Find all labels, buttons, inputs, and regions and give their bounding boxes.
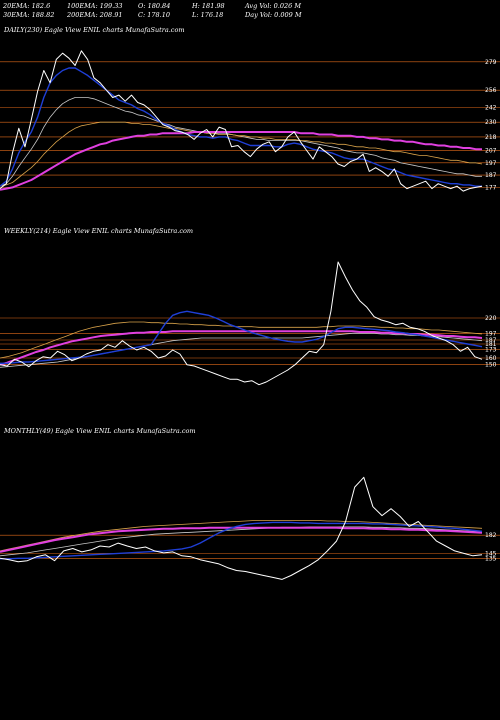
- open-value: O: 180.84: [138, 2, 171, 10]
- weekly-y-tick-label: 160: [485, 355, 497, 362]
- daily-y-tick-label: 187: [485, 172, 497, 179]
- weekly-y-tick-label: 220: [485, 315, 497, 322]
- daily-ema-200-line: [0, 131, 482, 191]
- daily-price-line: [0, 50, 483, 192]
- daily-y-tick-label: 256: [485, 87, 497, 94]
- weekly-ema-short-line: [0, 310, 483, 365]
- daily-y-tick-label: 207: [485, 147, 497, 154]
- weekly-y-tick-label: 150: [485, 362, 497, 369]
- weekly-ema-long-line: [0, 321, 483, 359]
- weekly-y-tick-label: 173: [485, 346, 497, 353]
- low-value: L: 176.18: [192, 11, 224, 19]
- weekly-chart-title: WEEKLY(214) Eagle View ENIL charts Munaf…: [4, 227, 194, 235]
- monthly-y-tick-label: 135: [485, 555, 497, 562]
- monthly-y-tick-label: 182: [485, 532, 497, 539]
- monthly-ema-short-line: [0, 521, 483, 560]
- ema20-value: 20EMA: 182.6: [3, 2, 51, 10]
- daily-y-tick-label: 279: [485, 59, 497, 66]
- weekly-ema-mid-line: [0, 332, 483, 368]
- monthly-ema-mid-line: [0, 526, 483, 557]
- daily-y-tick-label: 197: [485, 160, 497, 167]
- ema200-value: 200EMA: 208.91: [67, 11, 123, 19]
- weekly-y-tick-label: 197: [485, 330, 497, 337]
- monthly-y-tick-label: 145: [485, 550, 497, 557]
- monthly-price-line: [0, 476, 483, 580]
- weekly-y-tick-label: 181: [485, 341, 497, 348]
- monthly-ema-long-line: [0, 520, 483, 552]
- daily-chart-title: DAILY(230) Eagle View ENIL charts Munafa…: [4, 26, 185, 34]
- daily-y-tick-label: 230: [485, 119, 497, 126]
- daily-ema-short-line: [0, 67, 482, 187]
- weekly-y-tick-label: 187: [485, 337, 497, 344]
- day-vol-value: Day Vol: 0.009 M: [245, 11, 302, 19]
- daily-ema-long-line: [0, 121, 483, 187]
- weekly-price-line: [0, 261, 483, 386]
- daily-y-tick-label: 242: [485, 104, 497, 111]
- ema100-value: 100EMA: 199.33: [67, 2, 123, 10]
- high-value: H: 181.98: [192, 2, 225, 10]
- weekly-ema-200-line: [0, 330, 483, 366]
- monthly-ema-200-line: [0, 526, 483, 553]
- daily-y-tick-label: 218: [485, 134, 497, 141]
- daily-ema-mid-line: [0, 97, 482, 187]
- daily-chart: 279 256 242 230 218 207 197 187 177: [0, 50, 500, 192]
- avg-vol-value: Avg Vol: 0.026 M: [245, 2, 302, 10]
- close-value: C: 178.10: [138, 11, 170, 19]
- ema30-value: 30EMA: 188.82: [3, 11, 55, 19]
- monthly-chart-title: MONTHLY(49) Eagle View ENIL charts Munaf…: [4, 427, 196, 435]
- daily-y-tick-label: 177: [485, 184, 497, 191]
